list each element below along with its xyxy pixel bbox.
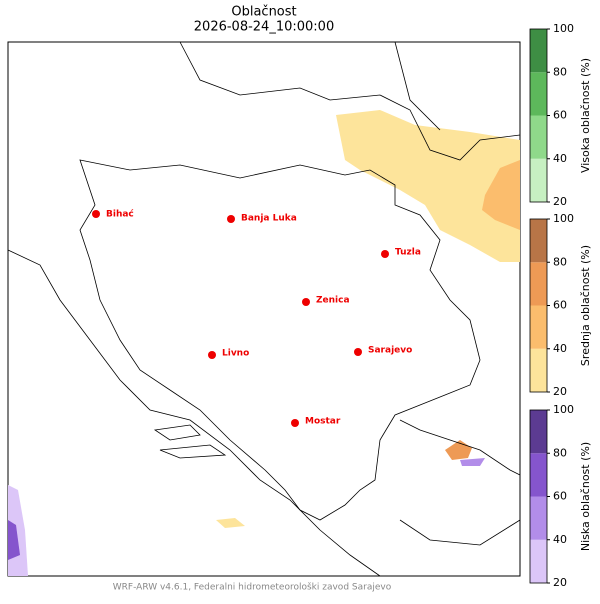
subtitle: 2026-08-24_10:00:00 [194,20,334,35]
colorbar-tick-label: 60 [553,299,567,312]
border [179,41,521,161]
city-marker [381,250,389,258]
map-frame [7,41,521,577]
cities: Bihać Banja Luka Tuzla Zenica Livno Sara… [92,209,421,427]
colorbar-label: Visoka oblačnost (%) [579,58,592,173]
border [399,419,521,476]
colorbar-label: Niska oblačnost (%) [579,442,592,551]
mid-cloud-area [336,110,520,262]
city-label: Banja Luka [241,214,297,224]
colorbar-tick-label: 100 [553,22,574,35]
colorbar-tick-label: 60 [553,490,567,503]
colorbar-tick-label: 60 [553,109,567,122]
island [153,424,201,441]
colorbar-tick-label: 20 [553,576,567,589]
colorbar-band [530,496,547,540]
colorbar-band [530,262,547,306]
colorbar-tick-label: 20 [553,195,567,208]
colorbar-band [530,305,547,349]
city-label: Tuzla [395,248,421,258]
city-label: Mostar [305,417,341,427]
colorbar-band [530,348,547,392]
colorbar-band [530,29,547,73]
colorbar-tick-label: 20 [553,385,567,398]
colorbar-tick-label: 100 [553,212,574,225]
title: Oblačnost [231,5,296,20]
low-cloud-area [460,458,485,466]
coast [7,249,381,577]
mid-cloud-area [482,160,520,230]
low-cloud-area [8,520,20,560]
colorbar-tick-label: 40 [553,533,567,546]
city-marker [354,348,362,356]
colorbar-band [530,219,547,263]
colorbar-band [530,158,547,202]
footer: WRF-ARW v4.6.1, Federalni hidrometeorolo… [113,582,392,593]
map [7,41,521,577]
colorbar-band [530,72,547,116]
city-label: Sarajevo [368,346,412,356]
colorbar-band [530,453,547,497]
colorbar-tick-label: 40 [553,342,567,355]
colorbar-tick-label: 80 [553,255,567,268]
island [159,444,227,459]
mid-cloud-area [216,518,245,528]
colorbar-band [530,539,547,583]
border [79,159,481,521]
city-marker [227,215,235,223]
colorbar-label: Srednja oblačnost (%) [579,245,592,366]
colorbar-tick-label: 100 [553,403,574,416]
colorbar-band [530,115,547,159]
colorbar-tick-label: 40 [553,152,567,165]
city-label: Bihać [106,209,134,220]
city-marker [208,351,216,359]
colorbar-tick-label: 80 [553,446,567,459]
colorbar-tick-label: 80 [553,65,567,78]
colorbar-band [530,410,547,454]
city-marker [92,210,100,218]
border [399,519,521,546]
city-label: Livno [222,349,249,359]
border [394,41,441,131]
city-marker [302,298,310,306]
city-label: Zenica [316,296,350,306]
city-marker [291,419,299,427]
